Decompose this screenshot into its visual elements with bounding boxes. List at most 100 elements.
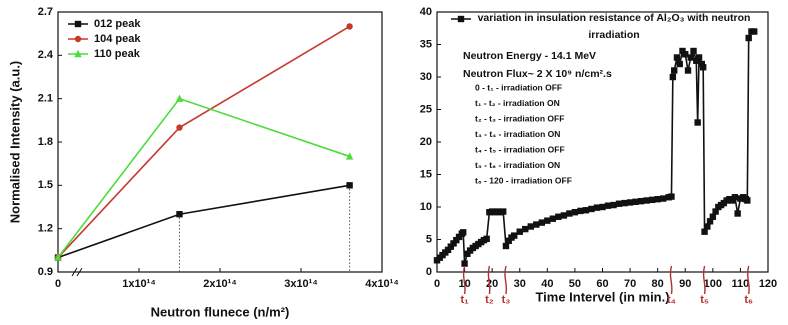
legend-label: variation in insulation resistance of Al… (477, 12, 751, 41)
y-tick-label: 2.7 (38, 6, 53, 18)
point (175, 94, 184, 102)
point (690, 47, 697, 55)
y-tick-label: 2.4 (38, 49, 54, 61)
x-tick-label: 60 (596, 278, 608, 290)
annotation: t₂ - t₃ - irradiation OFF (475, 113, 564, 123)
x-tick-label: 70 (624, 278, 636, 290)
point (695, 54, 703, 61)
point (669, 73, 677, 81)
x-tick-label: 100 (704, 278, 722, 290)
point (571, 209, 579, 216)
series-line (57, 184, 350, 259)
point (544, 217, 551, 224)
point (704, 223, 711, 230)
point (533, 221, 540, 228)
x-tick-label: 2x10¹⁴ (203, 278, 237, 290)
legend-label: 104 peak (94, 33, 141, 45)
point (604, 202, 612, 209)
point (694, 119, 701, 126)
point (684, 67, 692, 74)
x-tick-label: 4x10¹⁴ (365, 278, 399, 290)
x-tick-label: 30 (514, 278, 526, 290)
time-marker (462, 265, 466, 295)
annotation: Neutron Energy - 14.1 MeV (463, 50, 596, 62)
point (549, 215, 557, 222)
annotation: Neutron Flux~ 2 X 10⁹ n/cm².s (463, 68, 612, 80)
point (673, 54, 681, 61)
point (706, 218, 714, 225)
x-axis-title: Time Intervel (in min.) (535, 289, 669, 304)
y-tick-label: 15 (420, 168, 432, 180)
annotation: t₆ - 120 - irradiation OFF (475, 175, 572, 185)
annotation: t₅ - t₆ - irradiation ON (475, 160, 560, 170)
point (728, 197, 736, 204)
y-tick-label: 1.5 (38, 179, 53, 191)
y-tick-label: 40 (420, 6, 432, 18)
time-marker-label: t₂ (485, 294, 494, 306)
point (621, 199, 628, 207)
point (679, 47, 686, 55)
point (176, 124, 183, 131)
annotation: t₁ - t₂ - irradiation ON (475, 98, 560, 108)
point (74, 49, 82, 58)
point (505, 237, 512, 244)
y-axis-title: Normalised Intensity (a.u.) (7, 61, 22, 224)
point (701, 228, 708, 235)
point (615, 200, 623, 207)
point (744, 197, 751, 204)
point (457, 15, 465, 23)
y-tick-label: 30 (420, 71, 432, 83)
point (676, 60, 683, 68)
point (687, 54, 694, 61)
point (54, 253, 62, 261)
x-tick-label: 3x10¹⁴ (284, 278, 318, 290)
point (500, 208, 507, 215)
point (659, 195, 667, 202)
legend-label: 012 peak (94, 18, 141, 30)
point (734, 210, 741, 217)
point (538, 219, 546, 226)
annotation: t₃ - t₄ - irradiation ON (475, 129, 560, 139)
point (74, 20, 82, 28)
time-marker (504, 265, 508, 295)
x-tick-label: 90 (679, 278, 691, 290)
time-marker (487, 265, 491, 295)
point (731, 194, 739, 201)
y-tick-label: 10 (420, 201, 432, 213)
point (712, 208, 719, 215)
x-tick-label: 50 (569, 278, 581, 290)
point (577, 207, 584, 215)
point (668, 193, 675, 200)
point (593, 204, 601, 211)
point (447, 243, 454, 250)
time-marker-label: t₆ (744, 294, 753, 306)
point (450, 240, 457, 247)
x-tick-label: 120 (759, 278, 777, 290)
point (461, 260, 468, 267)
x-tick-label: 0 (434, 278, 440, 290)
y-tick-label: 20 (420, 136, 432, 148)
time-marker-label: t₄ (667, 294, 676, 306)
x-tick-label: 20 (486, 278, 498, 290)
point (483, 235, 490, 243)
point (460, 229, 467, 236)
point (693, 57, 700, 64)
point (745, 34, 752, 42)
point (643, 197, 650, 204)
y-tick-label: 35 (420, 38, 432, 50)
point (527, 223, 534, 230)
point (555, 213, 562, 220)
y-tick-label: 25 (420, 103, 432, 115)
axis-break (71, 267, 83, 277)
point (699, 64, 707, 71)
point (464, 250, 471, 257)
point (751, 28, 758, 35)
annotation: 0 - t₁ - irradiation OFF (475, 82, 562, 92)
point (560, 212, 568, 219)
point (455, 233, 463, 241)
point (516, 228, 523, 235)
point (671, 67, 678, 74)
y-tick-label: 2.1 (38, 93, 53, 105)
